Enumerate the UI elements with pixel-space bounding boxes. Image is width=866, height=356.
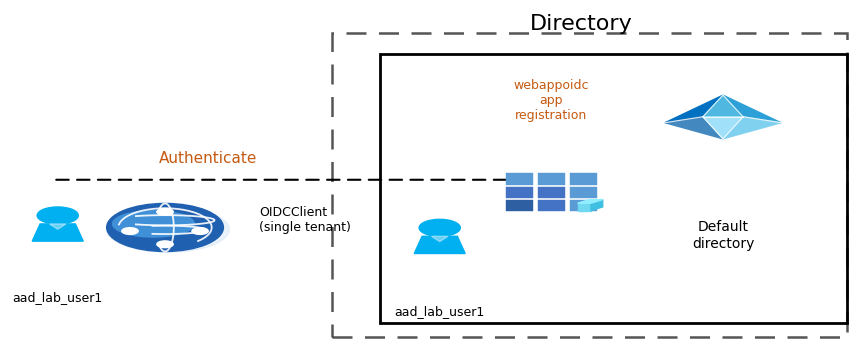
Text: webappoidc
app
registration: webappoidc app registration <box>514 79 589 122</box>
Text: Directory: Directory <box>530 14 633 34</box>
Polygon shape <box>578 200 603 203</box>
Bar <box>506 200 533 211</box>
Text: Authenticate: Authenticate <box>158 151 257 166</box>
Text: aad_lab_user1: aad_lab_user1 <box>395 305 485 318</box>
Circle shape <box>157 209 173 215</box>
Polygon shape <box>49 224 66 229</box>
Circle shape <box>419 219 461 236</box>
Bar <box>506 173 533 184</box>
Bar <box>538 187 565 198</box>
Circle shape <box>122 228 139 234</box>
Ellipse shape <box>107 206 229 252</box>
Bar <box>506 187 533 198</box>
Polygon shape <box>578 203 591 211</box>
Polygon shape <box>723 117 781 139</box>
Text: Default
directory: Default directory <box>692 220 754 251</box>
Bar <box>538 173 565 184</box>
Polygon shape <box>414 236 465 253</box>
Polygon shape <box>665 95 723 123</box>
Bar <box>570 173 597 184</box>
Circle shape <box>37 207 78 224</box>
Polygon shape <box>32 224 83 241</box>
Ellipse shape <box>113 211 194 237</box>
Text: OIDCClient
(single tenant): OIDCClient (single tenant) <box>260 206 352 234</box>
Polygon shape <box>431 236 448 242</box>
Polygon shape <box>723 95 781 123</box>
Polygon shape <box>665 117 723 139</box>
Circle shape <box>107 203 223 251</box>
Circle shape <box>157 241 173 248</box>
Polygon shape <box>703 117 743 139</box>
Text: aad_lab_user1: aad_lab_user1 <box>13 291 103 304</box>
Polygon shape <box>591 200 603 211</box>
Bar <box>379 54 848 323</box>
Bar <box>570 200 597 211</box>
Bar <box>333 33 848 337</box>
Bar <box>570 187 597 198</box>
Circle shape <box>192 228 208 234</box>
Polygon shape <box>703 95 743 117</box>
Bar <box>538 200 565 211</box>
